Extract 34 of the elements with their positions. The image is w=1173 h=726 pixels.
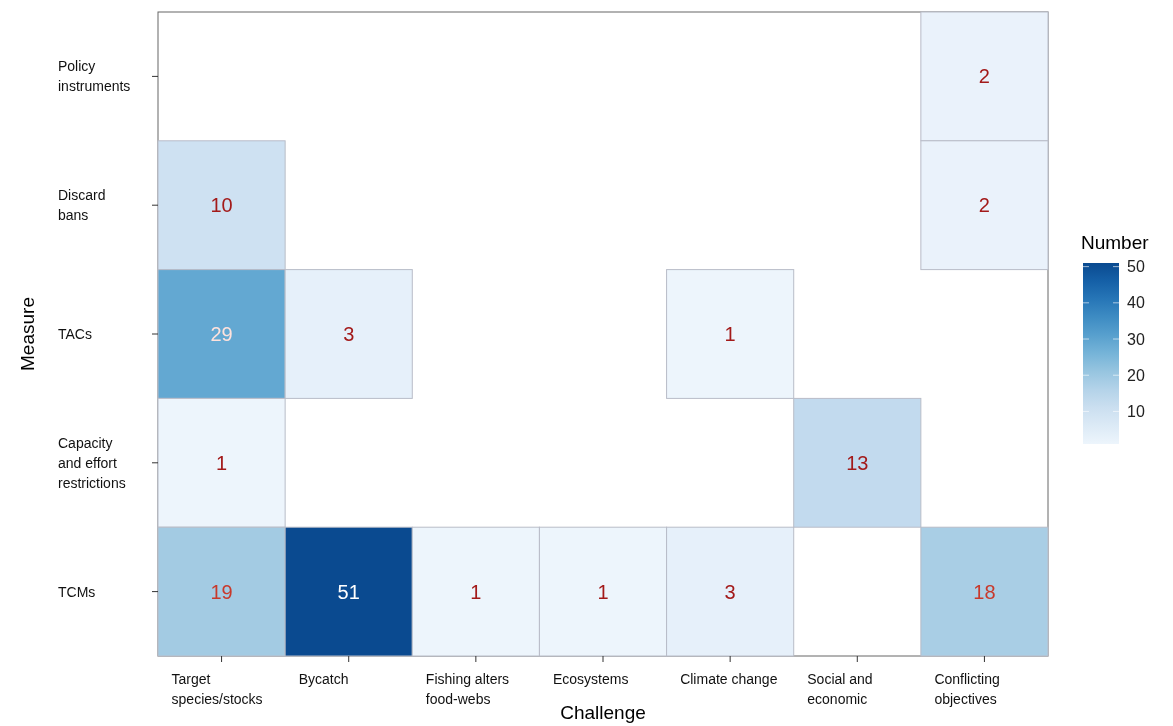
data-label: 29 [210,323,233,345]
y-tick-label: TACs [58,325,92,342]
data-label: 1 [724,323,736,345]
data-label: 3 [343,323,355,345]
color-bar-label: 30 [1127,330,1145,348]
x-tick-label: Target species/stocks [171,671,263,707]
y-tick-label: Capacity and effort restrictions [58,434,126,491]
data-label: 2 [978,65,990,88]
x-tick-label: Climate change [680,671,778,687]
x-tick-label: Social and economic [807,671,873,707]
x-tick-label: Conflicting objectives [934,671,1000,707]
x-tick-label: Bycatch [298,671,349,687]
y-axis-title: Measure [17,297,38,371]
data-label: 18 [973,580,996,603]
color-bar-label: 40 [1127,294,1145,312]
x-tick-label: Ecosystems [553,671,629,687]
color-bar-label: 50 [1127,258,1145,276]
color-bar-label: 10 [1127,403,1145,421]
data-label: 13 [846,451,869,474]
data-label: 1 [470,580,482,603]
color-bar-title: Number [1081,232,1150,253]
data-label: 2 [978,194,990,217]
data-label: 1 [216,451,228,474]
color-bar-label: 20 [1127,366,1145,384]
y-tick-label: Policy instruments [58,58,131,95]
x-tick-label: Fishing alters food-webs [425,671,510,707]
data-label: 51 [337,580,360,603]
data-label: 1 [597,580,609,603]
y-tick-label: Discard bans [58,187,106,224]
data-label: 3 [724,580,736,603]
data-label: 19 [210,580,233,603]
x-axis-title: Challenge [560,702,646,723]
data-label: 10 [210,194,233,217]
y-tick-label: TCMs [58,583,96,600]
